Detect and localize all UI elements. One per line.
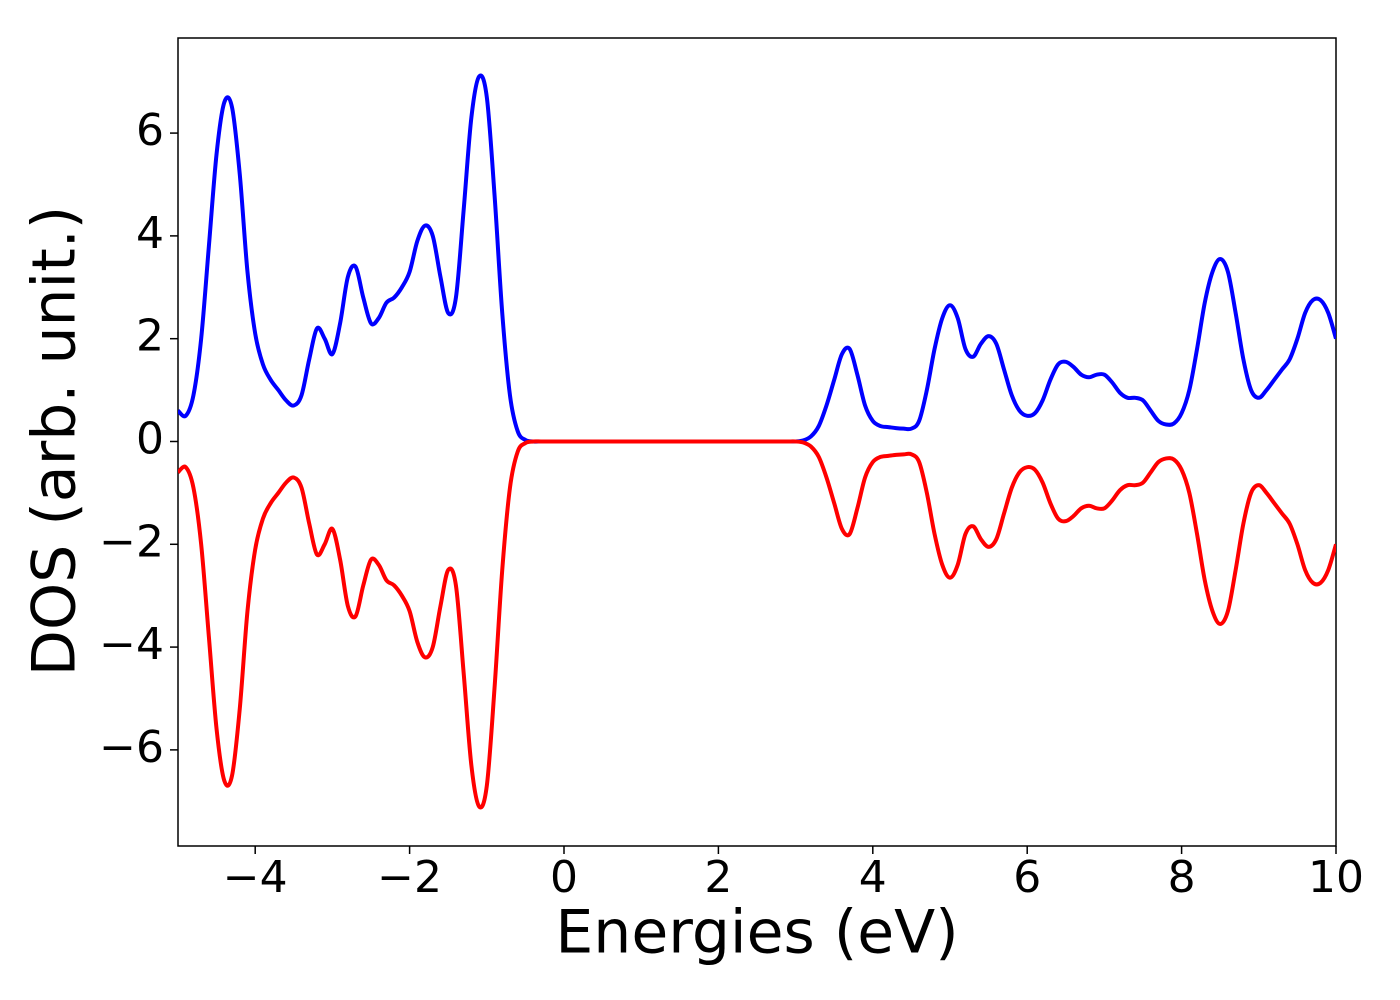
x-tick-label: 10 [1308, 852, 1364, 903]
x-tick-label: 8 [1168, 852, 1196, 903]
y-tick-label: 4 [136, 208, 164, 259]
x-tick-label: 6 [1013, 852, 1041, 903]
y-tick-label: 0 [136, 413, 164, 464]
line-series [178, 439, 1336, 810]
x-tick-label: 0 [550, 852, 578, 903]
x-tick-label: 2 [704, 852, 732, 903]
x-tick-label: 4 [859, 852, 887, 903]
y-tick-label: −6 [99, 722, 164, 773]
x-axis-label: Energies (eV) [555, 898, 958, 968]
x-tick-label: −2 [377, 852, 442, 903]
y-tick-label: −2 [99, 516, 164, 567]
x-tick-label: −4 [223, 852, 288, 903]
y-tick-label: 2 [136, 311, 164, 362]
y-tick-label: 6 [136, 105, 164, 156]
y-tick-label: −4 [99, 619, 164, 670]
line-series [178, 73, 1336, 444]
y-axis-label: DOS (arb. unit.) [20, 206, 90, 676]
